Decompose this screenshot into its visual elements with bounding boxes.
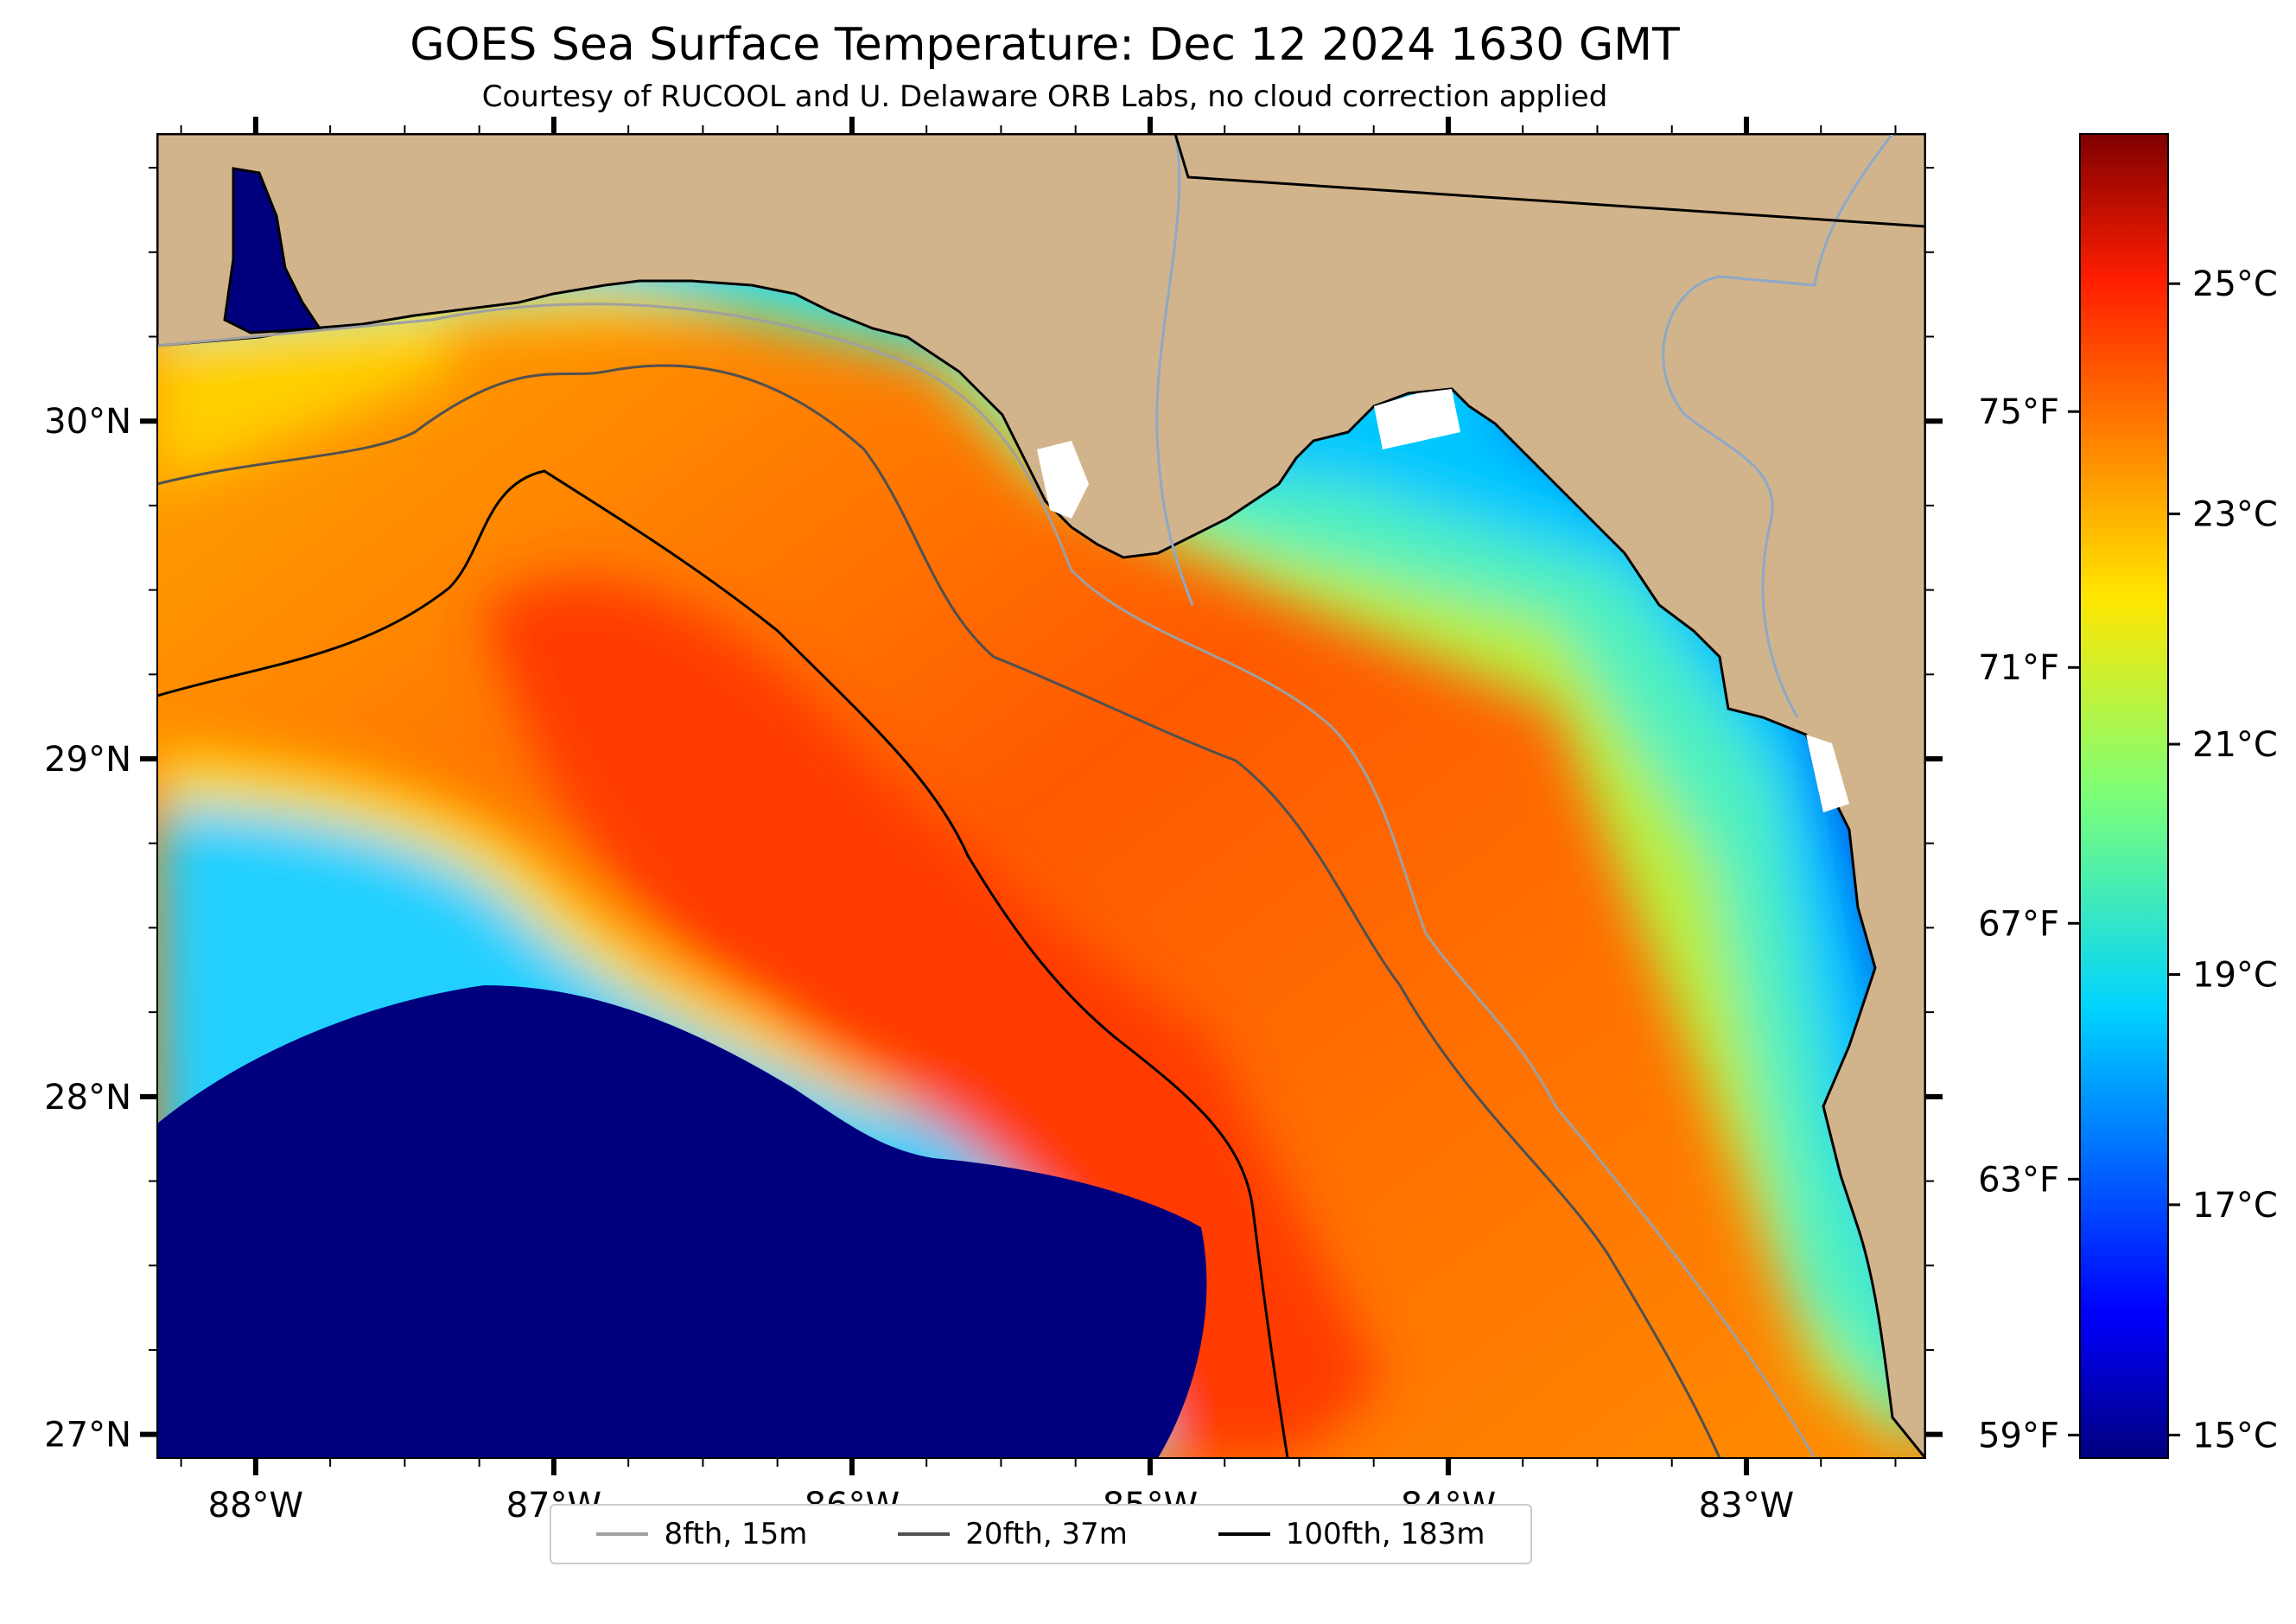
celsius-tick-label: 23°C <box>2192 495 2278 535</box>
fahrenheit-tick-label: 67°F <box>1978 904 2059 944</box>
fahrenheit-tick-label: 63°F <box>1978 1160 2059 1200</box>
lat-tick-label: 29°N <box>44 740 131 780</box>
legend-item: 100fth, 183m <box>1218 1517 1485 1551</box>
legend-label: 100fth, 183m <box>1285 1517 1485 1551</box>
celsius-tick-label: 15°C <box>2192 1416 2278 1455</box>
legend-item: 20fth, 37m <box>898 1517 1128 1551</box>
fahrenheit-tick-label: 75°F <box>1978 392 2059 432</box>
lon-tick-label: 88°W <box>208 1486 303 1525</box>
lat-tick-label: 27°N <box>44 1416 131 1455</box>
legend-item: 8fth, 15m <box>596 1517 807 1551</box>
legend-label: 20fth, 37m <box>965 1517 1128 1551</box>
legend-line-swatch <box>898 1532 951 1536</box>
map-frame <box>156 133 1926 1459</box>
cold-pool <box>157 985 1207 1458</box>
celsius-tick-label: 21°C <box>2192 725 2278 765</box>
mobile-bay <box>223 167 322 334</box>
map-title: GOES Sea Surface Temperature: Dec 12 202… <box>410 19 1680 71</box>
land-mass <box>157 134 1925 1458</box>
river <box>1155 134 1194 606</box>
colorbar-axes: 15°C 17°C 19°C 21°C 23°C 25°C 59°F 63°F 67°F 71°F… <box>1978 264 2278 1455</box>
legend-label: 8fth, 15m <box>664 1517 808 1551</box>
isobath-legend: 8fth, 15m 20fth, 37m 100fth, 183m <box>550 1504 1532 1564</box>
fahrenheit-tick-label: 71°F <box>1978 648 2059 688</box>
state-border <box>1173 134 1925 228</box>
celsius-tick-label: 25°C <box>2192 264 2278 304</box>
river <box>1662 134 1894 718</box>
fahrenheit-tick-label: 59°F <box>1978 1416 2059 1455</box>
legend-line-swatch <box>596 1532 649 1536</box>
sst-map <box>157 134 1925 1458</box>
map-subtitle: Courtesy of RUCOOL and U. Delaware ORB L… <box>481 80 1608 114</box>
celsius-tick-label: 19°C <box>2192 955 2278 995</box>
isobath-8fth <box>157 303 1816 1458</box>
lat-tick-label: 30°N <box>44 402 131 442</box>
isobath-20fth <box>157 364 1721 1458</box>
nodata-patch <box>1806 735 1849 812</box>
colorbar <box>2079 133 2169 1459</box>
celsius-tick-label: 17°C <box>2192 1186 2278 1226</box>
nodata-patch <box>1037 441 1089 519</box>
legend-line-swatch <box>1218 1532 1270 1536</box>
lat-tick-label: 28°N <box>44 1078 131 1118</box>
nodata-patch <box>1374 389 1460 449</box>
lon-tick-label: 83°W <box>1699 1486 1794 1525</box>
isobath-100fth <box>157 469 1289 1458</box>
